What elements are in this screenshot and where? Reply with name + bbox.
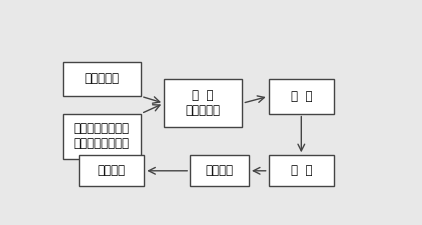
FancyBboxPatch shape xyxy=(190,155,249,186)
FancyBboxPatch shape xyxy=(269,79,334,114)
FancyBboxPatch shape xyxy=(62,62,141,96)
Text: 洗  涤: 洗 涤 xyxy=(291,90,312,103)
Text: 检测包装: 检测包装 xyxy=(97,164,126,177)
FancyBboxPatch shape xyxy=(79,155,144,186)
FancyBboxPatch shape xyxy=(164,79,243,128)
Text: 合  成
碱式碳酸镍: 合 成 碱式碳酸镍 xyxy=(186,89,221,117)
Text: 二元碱（氢氧化钠
与碳酸钠混合碱）: 二元碱（氢氧化钠 与碳酸钠混合碱） xyxy=(74,122,130,150)
Text: 压  干: 压 干 xyxy=(291,164,312,177)
FancyBboxPatch shape xyxy=(269,155,334,186)
Text: 闪蒸干燥: 闪蒸干燥 xyxy=(206,164,233,177)
FancyBboxPatch shape xyxy=(62,114,141,159)
Text: 可溶性镍盐: 可溶性镍盐 xyxy=(84,72,119,86)
